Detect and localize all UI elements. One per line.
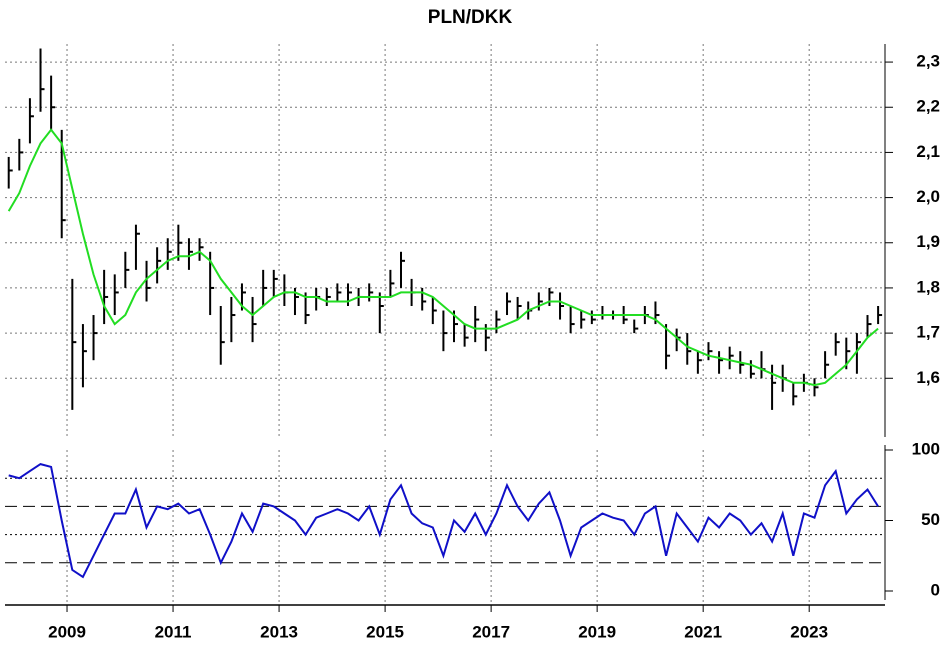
y-tick-label: 1,8	[916, 277, 940, 296]
y-tick-label: 1,9	[916, 232, 940, 251]
y-tick-label: 0	[931, 580, 940, 599]
y-tick-label: 1,6	[916, 368, 940, 387]
x-tick-label: 2011	[155, 622, 192, 641]
y-tick-label: 1,7	[916, 323, 940, 342]
x-tick-label: 2015	[366, 622, 404, 641]
y-tick-label: 2,2	[916, 97, 940, 116]
y-tick-label: 2,3	[916, 52, 940, 71]
rsi-line	[8, 463, 879, 579]
chart-title: PLN/DKK	[428, 7, 513, 28]
x-tick-label: 2009	[48, 622, 86, 641]
y-tick-label: 100	[912, 439, 940, 458]
x-tick-label: 2017	[472, 622, 510, 641]
x-tick-label: 2023	[790, 622, 828, 641]
x-tick-label: 2019	[578, 622, 616, 641]
y-tick-label: 50	[921, 510, 940, 529]
y-tick-label: 2,1	[916, 142, 940, 161]
moving-average	[7, 128, 879, 387]
x-tick-label: 2021	[684, 622, 722, 641]
x-tick-label: 2013	[260, 622, 298, 641]
y-tick-label: 2,0	[916, 187, 940, 206]
